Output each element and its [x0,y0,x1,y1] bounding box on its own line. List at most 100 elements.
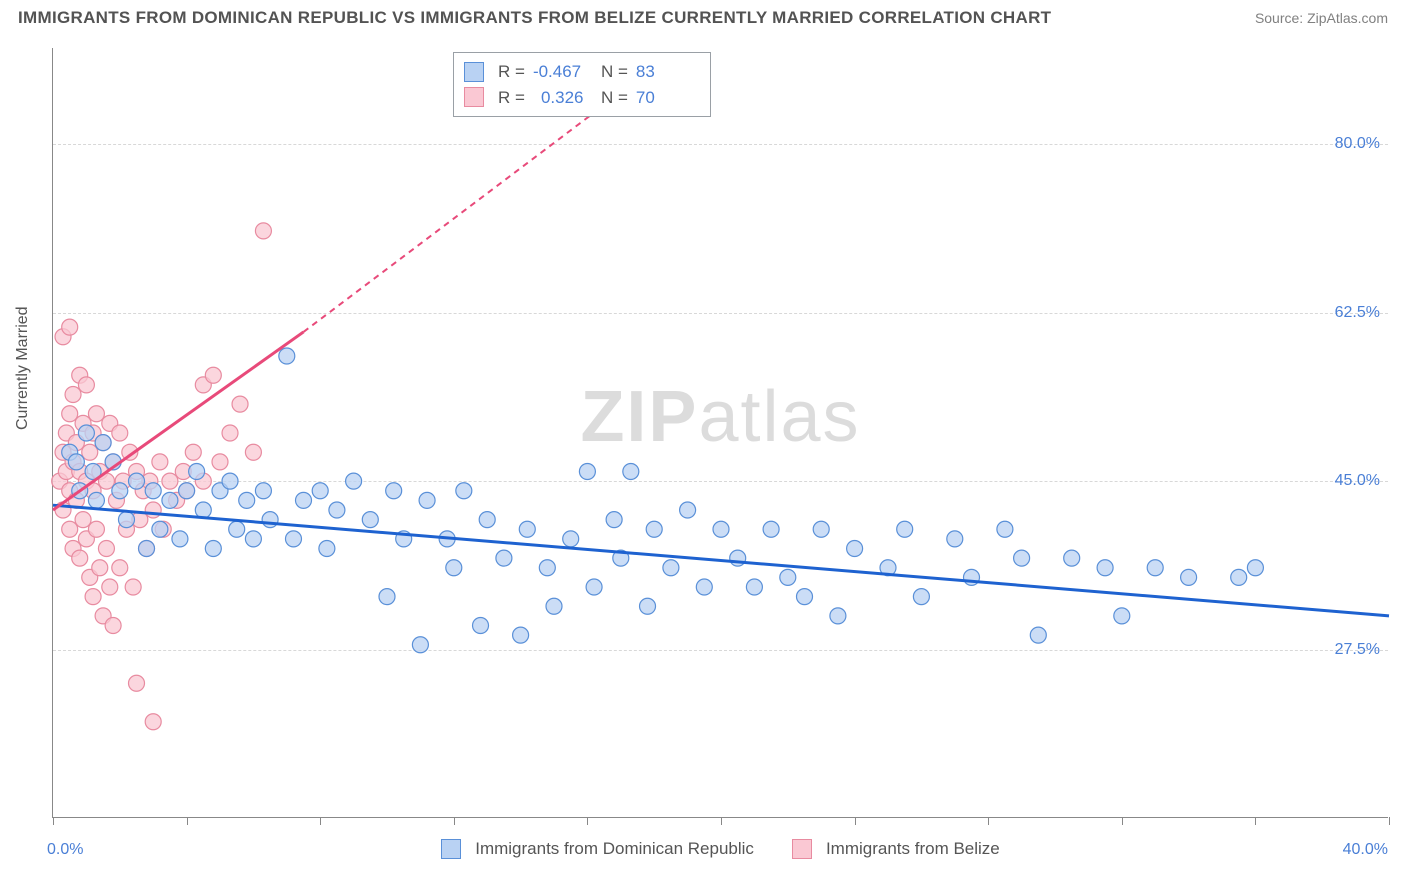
point-series1 [1231,569,1247,585]
point-series1 [1247,560,1263,576]
point-series1 [1014,550,1030,566]
legend-item-series1: Immigrants from Dominican Republic [441,839,754,859]
point-series2 [145,714,161,730]
x-tick [721,817,722,825]
x-tick [1122,817,1123,825]
x-tick [1389,817,1390,825]
point-series1 [830,608,846,624]
point-series2 [222,425,238,441]
x-axis-max-label: 40.0% [1343,841,1388,859]
point-series2 [105,618,121,634]
y-tick-label: 45.0% [1335,472,1380,490]
point-series2 [92,560,108,576]
point-series1 [663,560,679,576]
point-series1 [145,483,161,499]
swatch-pink [464,87,484,107]
point-series1 [847,541,863,557]
point-series1 [239,492,255,508]
point-series2 [112,425,128,441]
swatch-blue [464,62,484,82]
point-series1 [646,521,662,537]
point-series2 [112,560,128,576]
point-series1 [329,502,345,518]
x-tick [587,817,588,825]
point-series1 [1097,560,1113,576]
point-series2 [129,675,145,691]
point-series2 [98,541,114,557]
point-series1 [623,464,639,480]
point-series2 [212,454,228,470]
point-series2 [82,444,98,460]
x-tick [53,817,54,825]
x-tick [187,817,188,825]
point-series1 [696,579,712,595]
point-series1 [563,531,579,547]
point-series1 [997,521,1013,537]
x-tick [454,817,455,825]
point-series1 [312,483,328,499]
y-tick-label: 80.0% [1335,135,1380,153]
point-series1 [118,512,134,528]
point-series1 [78,425,94,441]
point-series1 [362,512,378,528]
point-series2 [78,377,94,393]
point-series1 [546,598,562,614]
point-series1 [262,512,278,528]
point-series1 [68,454,84,470]
point-series2 [62,319,78,335]
point-series1 [139,541,155,557]
point-series2 [255,223,271,239]
point-series1 [129,473,145,489]
point-series2 [145,502,161,518]
point-series2 [75,512,91,528]
swatch-pink [792,839,812,859]
point-series2 [245,444,261,460]
point-series1 [913,589,929,605]
point-series1 [255,483,271,499]
point-series1 [1147,560,1163,576]
x-axis-min-label: 0.0% [47,841,83,859]
point-series1 [813,521,829,537]
point-series1 [746,579,762,595]
point-series1 [279,348,295,364]
point-series1 [386,483,402,499]
scatter-plot: ZIPatlas R =-0.467 N =83 R =0.326 N =70 … [52,48,1388,818]
point-series1 [412,637,428,653]
point-series1 [680,502,696,518]
point-series2 [85,589,101,605]
point-series1 [195,502,211,518]
point-series1 [1181,569,1197,585]
point-series1 [586,579,602,595]
point-series1 [456,483,472,499]
source-attribution: Source: ZipAtlas.com [1255,10,1388,26]
point-series1 [1114,608,1130,624]
legend-label: Immigrants from Belize [826,839,1000,859]
point-series1 [513,627,529,643]
point-series1 [95,435,111,451]
point-series2 [232,396,248,412]
x-tick [1255,817,1256,825]
legend-label: Immigrants from Dominican Republic [475,839,754,859]
point-series1 [606,512,622,528]
point-series1 [162,492,178,508]
point-series2 [62,406,78,422]
point-series2 [88,521,104,537]
stats-row-series1: R =-0.467 N =83 [464,59,696,85]
legend-item-series2: Immigrants from Belize [792,839,1000,859]
x-tick [855,817,856,825]
point-series1 [446,560,462,576]
point-series1 [179,483,195,499]
point-series1 [222,473,238,489]
point-series1 [172,531,188,547]
point-series1 [205,541,221,557]
point-series2 [162,473,178,489]
y-tick-label: 62.5% [1335,304,1380,322]
point-series2 [62,521,78,537]
point-series1 [897,521,913,537]
point-series1 [152,521,168,537]
point-series1 [379,589,395,605]
point-series2 [102,579,118,595]
point-series1 [296,492,312,508]
x-tick [988,817,989,825]
point-series1 [1064,550,1080,566]
